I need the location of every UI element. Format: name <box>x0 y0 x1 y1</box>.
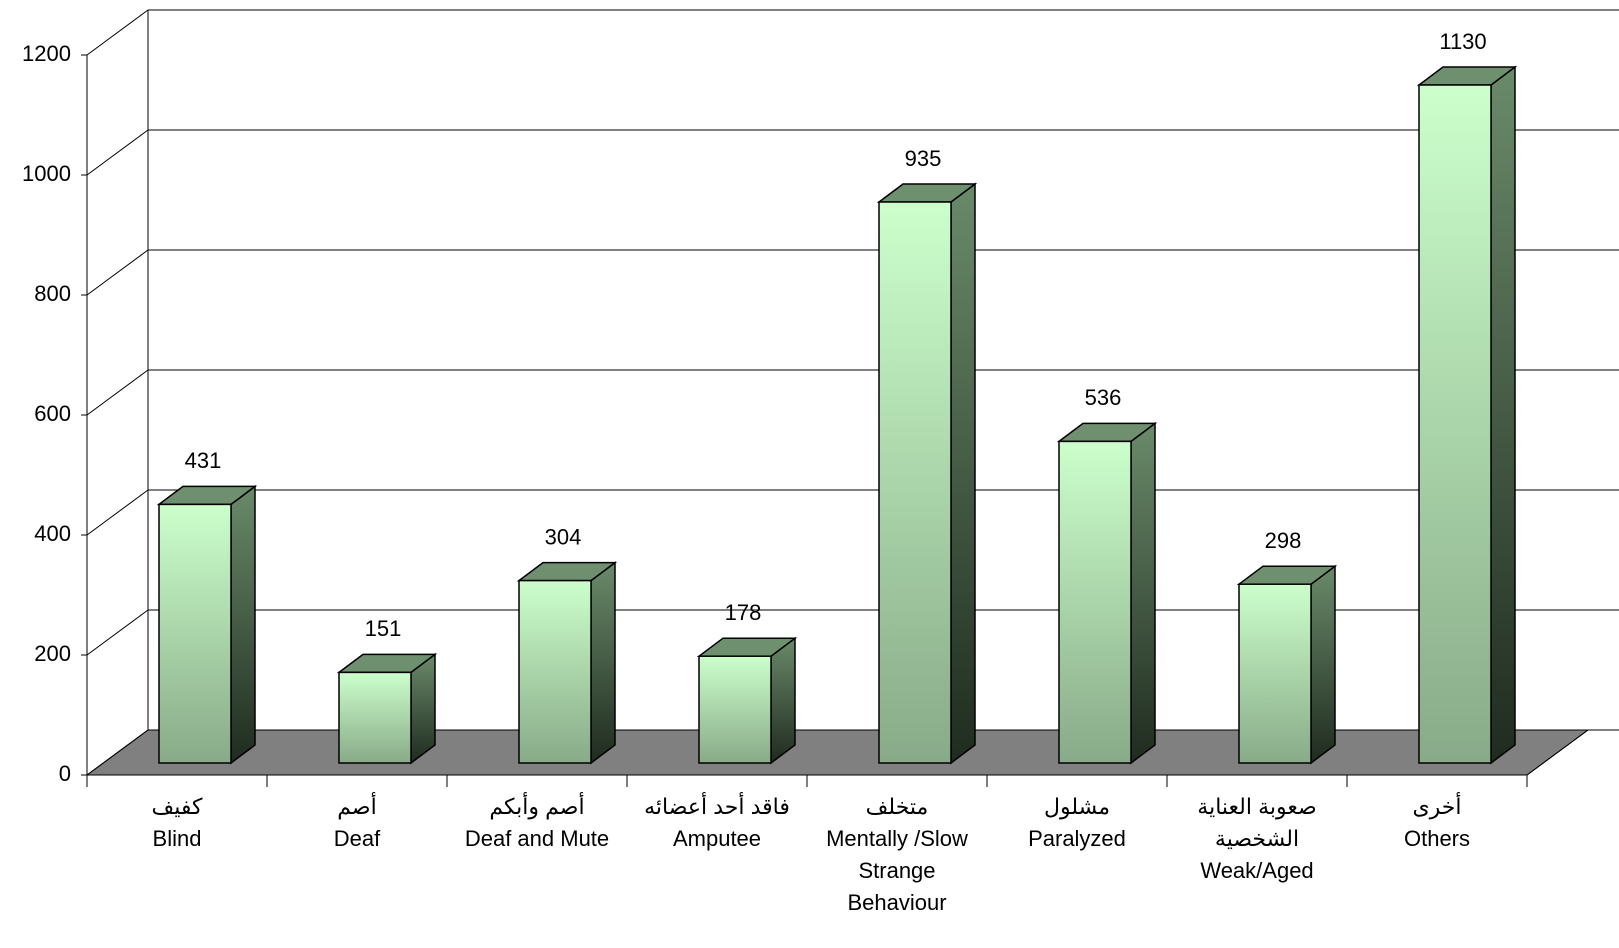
bar <box>158 503 232 764</box>
bar <box>878 201 952 764</box>
value-label: 935 <box>905 146 942 171</box>
value-label: 304 <box>545 524 582 549</box>
value-label: 536 <box>1085 385 1122 410</box>
y-tick-label: 800 <box>34 281 71 306</box>
x-tick-label: الشخصية <box>1215 826 1299 851</box>
bar-side <box>230 484 256 765</box>
bar-side <box>1310 564 1336 765</box>
x-tick-label: Mentally /Slow <box>826 826 968 851</box>
grid-line <box>86 249 149 296</box>
x-tick-label: أصم وأبكم <box>489 792 584 820</box>
floor <box>85 729 1590 776</box>
x-tick-label: مشلول <box>1044 794 1110 819</box>
x-tick-label: Behaviour <box>847 890 946 915</box>
value-label: 431 <box>185 448 222 473</box>
bar-side <box>1490 65 1516 765</box>
y-tick-label: 1200 <box>22 41 71 66</box>
x-tick-label: متخلف <box>866 794 929 819</box>
bar <box>338 671 412 764</box>
value-label: 1130 <box>1439 29 1486 54</box>
bar-side <box>590 561 616 765</box>
bar-side <box>770 636 796 765</box>
bar <box>1058 440 1132 764</box>
grid-line <box>86 729 149 776</box>
bar-side <box>1130 421 1156 765</box>
grid-line <box>86 489 149 536</box>
y-tick-label: 200 <box>34 641 71 666</box>
x-tick-label: فاقد أحد أعضائه <box>644 792 790 819</box>
x-axis <box>1526 729 1589 776</box>
grid-line <box>86 129 149 176</box>
y-tick-label: 400 <box>34 521 71 546</box>
bar-side <box>950 182 976 765</box>
bar <box>518 579 592 764</box>
x-tick-label: أصم <box>337 792 376 820</box>
value-label: 151 <box>365 616 402 641</box>
x-tick-label: Deaf <box>334 826 381 851</box>
x-tick-label: أخرى <box>1412 792 1461 819</box>
y-tick-label: 0 <box>59 761 71 786</box>
x-tick-label: Amputee <box>673 826 761 851</box>
bar <box>698 655 772 764</box>
bar <box>1238 583 1312 764</box>
x-tick-label: Blind <box>153 826 202 851</box>
grid-line <box>86 9 149 56</box>
grid-line <box>86 369 149 416</box>
y-tick-label: 1000 <box>22 161 71 186</box>
x-tick-label: كفيف <box>151 794 203 819</box>
x-tick-label: Strange <box>858 858 935 883</box>
x-tick-label: صعوبة العناية <box>1197 794 1316 819</box>
x-tick-label: Weak/Aged <box>1200 858 1313 883</box>
x-tick-label: Deaf and Mute <box>465 826 609 851</box>
y-tick-label: 600 <box>34 401 71 426</box>
grid-line <box>86 609 149 656</box>
x-tick-label: Paralyzed <box>1028 826 1126 851</box>
bar-side <box>410 652 436 765</box>
x-tick-label: Others <box>1404 826 1470 851</box>
bar <box>1418 84 1492 764</box>
value-label: 178 <box>725 600 762 625</box>
value-label: 298 <box>1265 528 1302 553</box>
